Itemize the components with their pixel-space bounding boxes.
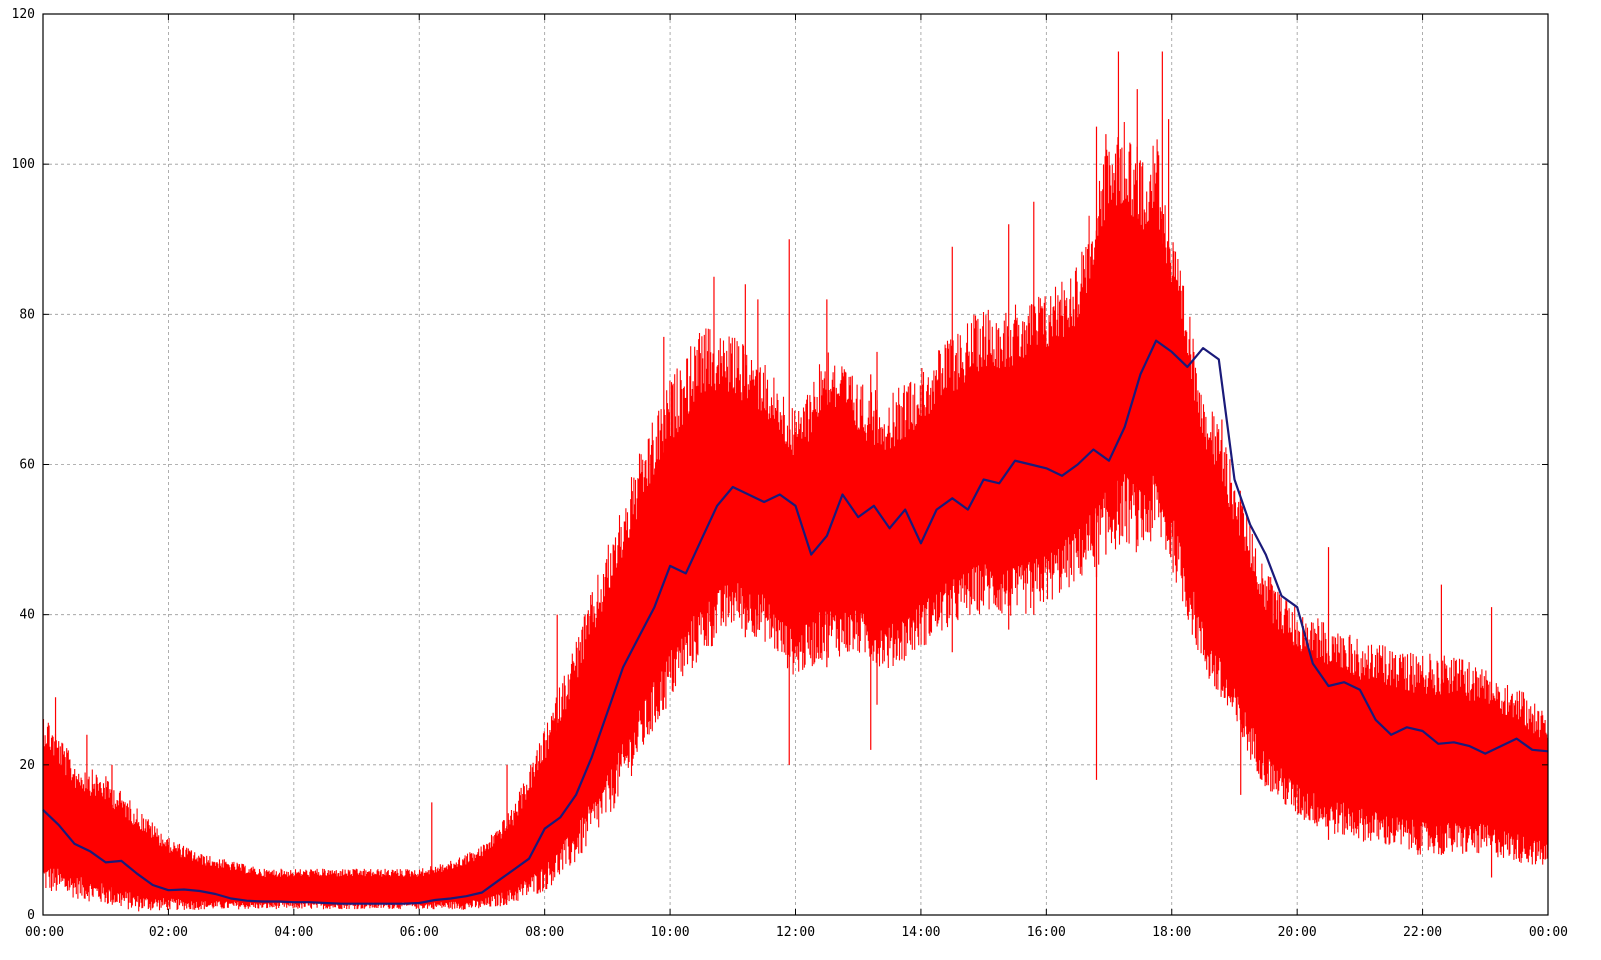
y-axis-ticks: 0 20 40 60 80 100 120 bbox=[12, 7, 1548, 923]
y-tick-label: 40 bbox=[19, 608, 35, 623]
x-tick-label: 10:00 bbox=[651, 925, 690, 940]
series-line bbox=[42, 339, 1549, 905]
y-tick-label: 120 bbox=[12, 7, 35, 22]
x-axis-ticks: 00:00 02:00 04:00 06:00 08:00 10:00 12:00 14:00… bbox=[25, 14, 1568, 940]
x-tick-label: 12:00 bbox=[776, 925, 815, 940]
y-tick-label: 20 bbox=[19, 758, 35, 773]
y-tick-label: 0 bbox=[27, 908, 35, 923]
x-tick-label: 14:00 bbox=[901, 925, 940, 940]
x-tick-label: 08:00 bbox=[525, 925, 564, 940]
x-tick-label: 20:00 bbox=[1278, 925, 1317, 940]
x-tick-label: 16:00 bbox=[1027, 925, 1066, 940]
average-series bbox=[42, 339, 1549, 905]
x-tick-label: 00:00 bbox=[1529, 925, 1568, 940]
x-tick-label: 00:00 bbox=[25, 925, 64, 940]
x-tick-label: 04:00 bbox=[274, 925, 313, 940]
x-tick-label: 22:00 bbox=[1403, 925, 1442, 940]
y-tick-label: 80 bbox=[19, 307, 35, 322]
y-tick-label: 60 bbox=[19, 458, 35, 473]
x-tick-label: 02:00 bbox=[149, 925, 188, 940]
x-tick-label: 06:00 bbox=[400, 925, 439, 940]
y-tick-label: 100 bbox=[12, 157, 35, 172]
x-tick-label: 18:00 bbox=[1152, 925, 1191, 940]
